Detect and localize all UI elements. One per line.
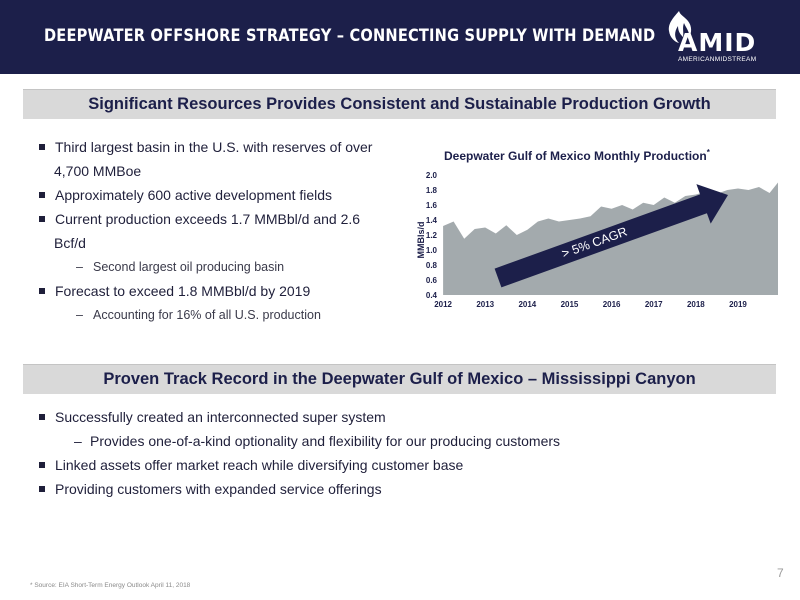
cagr-arrow-shape: [494, 184, 728, 288]
bullet-item: Third largest basin in the U.S. with res…: [38, 135, 418, 159]
bullet-continuation-text: 4,700 MMBoe: [54, 163, 142, 179]
x-tick-label: 2015: [561, 300, 579, 309]
production-chart: MMBls/d 2.0 1.8 1.6 1.4 1.2 1.0 0.8 0.6 0.4 2012…: [416, 171, 778, 309]
sub-bullet-item: Accounting for 16% of all U.S. productio…: [38, 303, 418, 327]
x-tick-label: 2013: [476, 300, 494, 309]
slide-title: DEEPWATER OFFSHORE STRATEGY – CONNECTING…: [44, 26, 656, 46]
bullet-item: Linked assets offer market reach while d…: [38, 453, 778, 477]
y-tick-label: 1.6: [426, 201, 438, 210]
bullet-item: Forecast to exceed 1.8 MMBbl/d by 2019: [38, 279, 418, 303]
x-tick-label: 2014: [518, 300, 536, 309]
x-tick-label: 2012: [434, 300, 452, 309]
bullet-item: Current production exceeds 1.7 MMBbl/d a…: [38, 207, 418, 231]
track-record-bullet-list: Successfully created an interconnected s…: [38, 405, 778, 501]
bullet-continuation: 4,700 MMBoe: [38, 159, 418, 183]
bullet-continuation: Bcf/d: [38, 231, 418, 255]
section-heading-resources: Significant Resources Provides Consisten…: [23, 89, 776, 119]
chart-title-footnote-marker: *: [706, 148, 710, 157]
logo-wordmark: AMID: [678, 28, 757, 57]
x-tick-label: 2019: [729, 300, 747, 309]
bullet-item: Successfully created an interconnected s…: [38, 405, 778, 429]
y-tick-label: 1.2: [426, 231, 438, 240]
bullet-item: Providing customers with expanded servic…: [38, 477, 778, 501]
y-tick-label: 0.8: [426, 261, 438, 270]
y-tick-label: 1.0: [426, 246, 438, 255]
flame-icon: [668, 11, 692, 43]
y-tick-label: 2.0: [426, 171, 438, 180]
sub-bullet-item: Second largest oil producing basin: [38, 255, 418, 279]
y-tick-label: 0.4: [426, 291, 438, 300]
x-tick-label: 2017: [645, 300, 663, 309]
slide-header: DEEPWATER OFFSHORE STRATEGY – CONNECTING…: [0, 0, 800, 74]
chart-title: Deepwater Gulf of Mexico Monthly Product…: [444, 148, 710, 163]
sub-bullet-item: Provides one-of-a-kind optionality and f…: [38, 429, 778, 453]
y-tick-label: 1.4: [426, 216, 438, 225]
x-tick-label: 2016: [603, 300, 621, 309]
logo-subtext: AMERICANMIDSTREAM: [678, 56, 757, 63]
y-axis-label: MMBls/d: [416, 222, 426, 259]
bullet-item: Approximately 600 active development fie…: [38, 183, 418, 207]
x-tick-label: 2018: [687, 300, 705, 309]
bullet-continuation-text: Bcf/d: [54, 235, 86, 251]
section-heading-track-record: Proven Track Record in the Deepwater Gul…: [23, 364, 776, 394]
chart-title-text: Deepwater Gulf of Mexico Monthly Product…: [444, 149, 707, 163]
y-tick-label: 0.6: [426, 276, 438, 285]
amid-logo: AMID AMERICANMIDSTREAM: [660, 8, 775, 68]
resources-bullet-list: Third largest basin in the U.S. with res…: [38, 135, 418, 327]
page-number: 7: [777, 566, 784, 580]
source-footnote: * Source: EIA Short-Term Energy Outlook …: [30, 582, 191, 589]
y-tick-label: 1.8: [426, 186, 438, 195]
